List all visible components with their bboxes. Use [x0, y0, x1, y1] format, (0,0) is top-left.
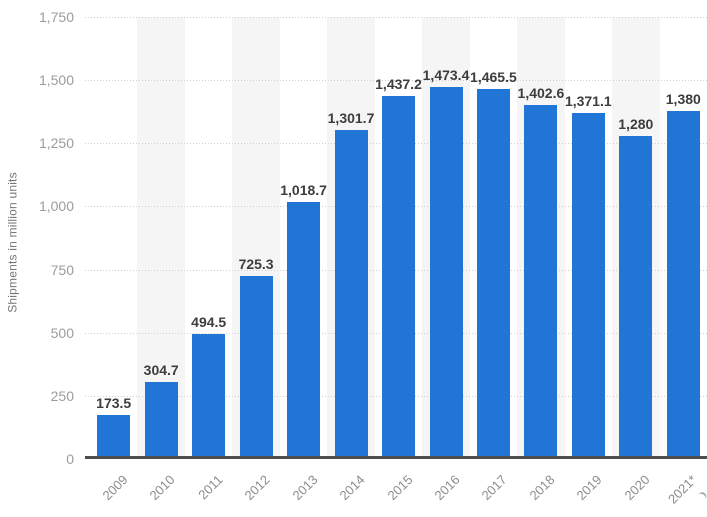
bar-value-label: 1,437.2: [375, 76, 422, 92]
bar: [239, 275, 273, 456]
bar: [382, 96, 415, 456]
y-tick-label: 1,000: [38, 198, 74, 215]
gridline: [85, 80, 707, 82]
x-tick-label: 2018: [526, 472, 558, 504]
bar: [97, 415, 131, 456]
bar-value-label: 1,402.6: [517, 84, 565, 101]
y-tick-label: 250: [50, 387, 74, 404]
bar: [287, 201, 321, 456]
bar-value-label: 1,465.5: [470, 68, 517, 85]
bar-value-label: 173.5: [96, 395, 132, 412]
bar-value-label: 304.7: [143, 362, 179, 378]
x-tick-label: 2011: [194, 472, 226, 503]
bar: [619, 135, 653, 456]
bar-value-label: 1,380: [665, 90, 701, 107]
bar: [144, 382, 178, 456]
x-tick-label: 2010: [146, 472, 178, 504]
y-tick-label: 500: [50, 324, 74, 341]
y-tick-label: 1,250: [38, 135, 74, 152]
cropped-glyph-fragment: [694, 490, 707, 505]
bar-value-label: 494.5: [191, 314, 227, 331]
bar: [524, 104, 558, 456]
x-tick-label: 2017: [478, 472, 510, 504]
y-tick-label: 750: [50, 261, 74, 278]
bar-value-label: 1,301.7: [327, 110, 375, 127]
y-axis-title: Shipments in million units: [5, 172, 20, 313]
x-tick-label: 2013: [289, 472, 321, 504]
y-tick-label: 1,750: [38, 9, 74, 25]
x-tick-label: 2014: [336, 472, 368, 504]
bar: [334, 130, 368, 456]
x-tick-label: 2021*: [665, 472, 700, 507]
x-tick-label: 2012: [241, 472, 273, 504]
bar: [476, 88, 510, 456]
bar-value-label: 1,473.4: [422, 66, 470, 83]
bar: [192, 334, 226, 456]
bar-value-label: 725.3: [238, 255, 274, 272]
bar: [429, 86, 463, 456]
y-tick-label: 1,500: [38, 72, 74, 89]
gridline: [85, 17, 707, 18]
bar-value-label: 1,018.7: [280, 181, 327, 198]
y-tick-label: 0: [66, 451, 74, 467]
bar: [571, 112, 605, 456]
x-tick-label: 2020: [621, 472, 653, 504]
bar-value-label: 1,371.1: [564, 92, 612, 109]
x-tick-label: 2009: [99, 472, 131, 504]
bar: [666, 110, 700, 456]
x-tick-label: 2015: [384, 472, 416, 504]
bar-value-label: 1,280: [618, 115, 654, 132]
x-axis-line: [85, 456, 707, 459]
x-tick-label: 2019: [573, 472, 605, 504]
x-tick-label: 2016: [431, 472, 463, 504]
